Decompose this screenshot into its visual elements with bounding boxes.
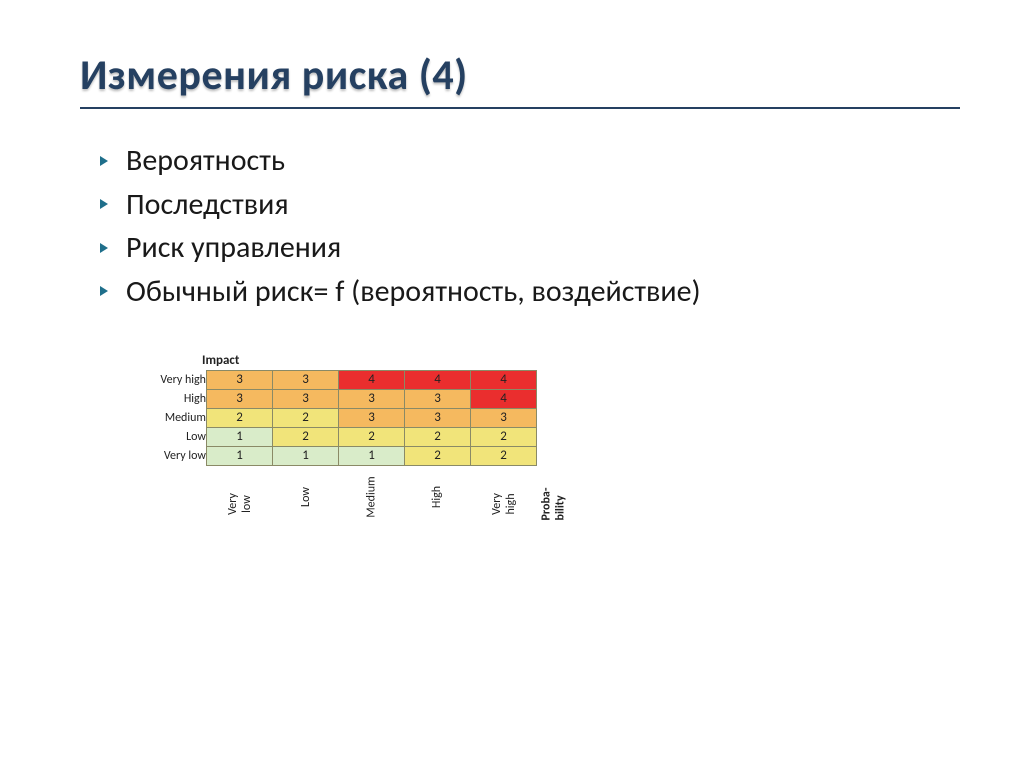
probability-col-label: Verylow bbox=[207, 466, 273, 536]
risk-cell: 2 bbox=[273, 409, 339, 428]
risk-cell: 3 bbox=[273, 371, 339, 390]
risk-cell: 1 bbox=[207, 447, 273, 466]
risk-cell: 2 bbox=[471, 428, 537, 447]
risk-cell: 3 bbox=[405, 390, 471, 409]
impact-row-label: High bbox=[110, 390, 207, 409]
list-item: Риск управления bbox=[100, 226, 944, 270]
risk-cell: 3 bbox=[405, 409, 471, 428]
impact-row-label: Medium bbox=[110, 409, 207, 428]
slide: Измерения риска (4) Вероятность Последст… bbox=[0, 0, 1024, 767]
risk-cell: 1 bbox=[339, 447, 405, 466]
spacer bbox=[537, 371, 570, 466]
probability-col-label: High bbox=[405, 466, 471, 536]
impact-axis-title: Impact bbox=[202, 353, 944, 368]
risk-cell: 4 bbox=[471, 390, 537, 409]
risk-cell: 2 bbox=[207, 409, 273, 428]
spacer bbox=[110, 466, 207, 536]
title-underline bbox=[80, 107, 960, 109]
risk-cell: 3 bbox=[207, 371, 273, 390]
risk-cell: 3 bbox=[273, 390, 339, 409]
risk-cell: 3 bbox=[339, 390, 405, 409]
impact-row-label: Low bbox=[110, 428, 207, 447]
risk-cell: 2 bbox=[405, 447, 471, 466]
risk-cell: 4 bbox=[405, 371, 471, 390]
impact-row-label: Very low bbox=[110, 447, 207, 466]
risk-cell: 4 bbox=[471, 371, 537, 390]
risk-cell: 1 bbox=[207, 428, 273, 447]
list-item: Последствия bbox=[100, 183, 944, 227]
page-title: Измерения риска (4) bbox=[80, 50, 944, 101]
risk-cell: 3 bbox=[339, 409, 405, 428]
risk-cell: 1 bbox=[273, 447, 339, 466]
risk-matrix: Impact Very high33444High33334Medium2233… bbox=[110, 353, 944, 536]
risk-cell: 2 bbox=[273, 428, 339, 447]
risk-cell: 2 bbox=[471, 447, 537, 466]
list-item: Вероятность bbox=[100, 139, 944, 183]
risk-matrix-table: Very high33444High33334Medium22333Low122… bbox=[110, 370, 570, 536]
bullet-list: Вероятность Последствия Риск управления … bbox=[80, 139, 944, 313]
probability-axis-title: Proba-bility bbox=[537, 466, 570, 536]
probability-col-label: Medium bbox=[339, 466, 405, 536]
risk-cell: 2 bbox=[405, 428, 471, 447]
risk-cell: 3 bbox=[207, 390, 273, 409]
risk-cell: 3 bbox=[471, 409, 537, 428]
impact-row-label: Very high bbox=[110, 371, 207, 390]
list-item: Обычный риск= f (вероятность, воздействи… bbox=[100, 270, 944, 314]
risk-cell: 2 bbox=[339, 428, 405, 447]
probability-col-label: Low bbox=[273, 466, 339, 536]
probability-col-label: Veryhigh bbox=[471, 466, 537, 536]
risk-cell: 4 bbox=[339, 371, 405, 390]
